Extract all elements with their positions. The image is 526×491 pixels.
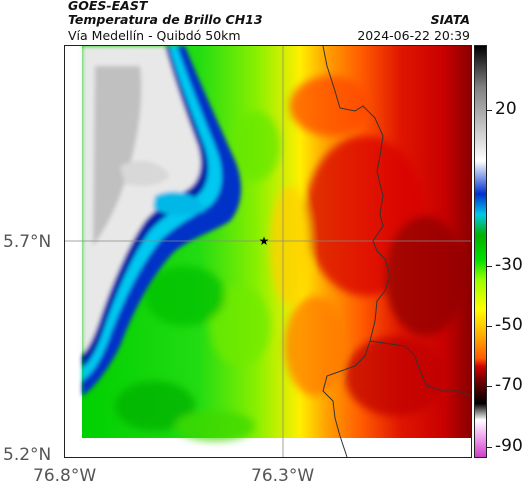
lat-label-1: 5.7°N <box>3 232 52 252</box>
lon-label-2: 76.3°W <box>251 466 315 486</box>
colorbar-label: 20 <box>495 99 517 119</box>
colorbar-tick <box>487 266 492 267</box>
colorbar-label: -90 <box>495 436 523 456</box>
colorbar-label: -50 <box>495 315 523 335</box>
colorbar-label: -30 <box>495 255 523 275</box>
colorbar <box>474 45 487 458</box>
colorbar-tick <box>487 447 492 448</box>
datetime-label: 2024-06-22 20:39 <box>357 28 470 43</box>
lon-label-1: 76.8°W <box>33 466 97 486</box>
location-star-icon: ★ <box>259 234 270 248</box>
colorbar-tick <box>487 386 492 387</box>
border-line-2 <box>369 340 471 397</box>
lat-label-2: 5.2°N <box>3 445 52 465</box>
product-title: Temperatura de Brillo CH13 <box>68 12 263 27</box>
colorbar-tick <box>487 326 492 327</box>
route-subtitle: Vía Medellín - Quibdó 50km <box>68 28 241 43</box>
satellite-title: GOES-EAST <box>68 0 148 13</box>
border-line <box>322 46 391 457</box>
colorbar-tick <box>487 110 492 111</box>
colorbar-label: -70 <box>495 375 523 395</box>
satellite-map[interactable]: ★ <box>64 45 472 458</box>
agency-label: SIATA <box>430 12 470 27</box>
